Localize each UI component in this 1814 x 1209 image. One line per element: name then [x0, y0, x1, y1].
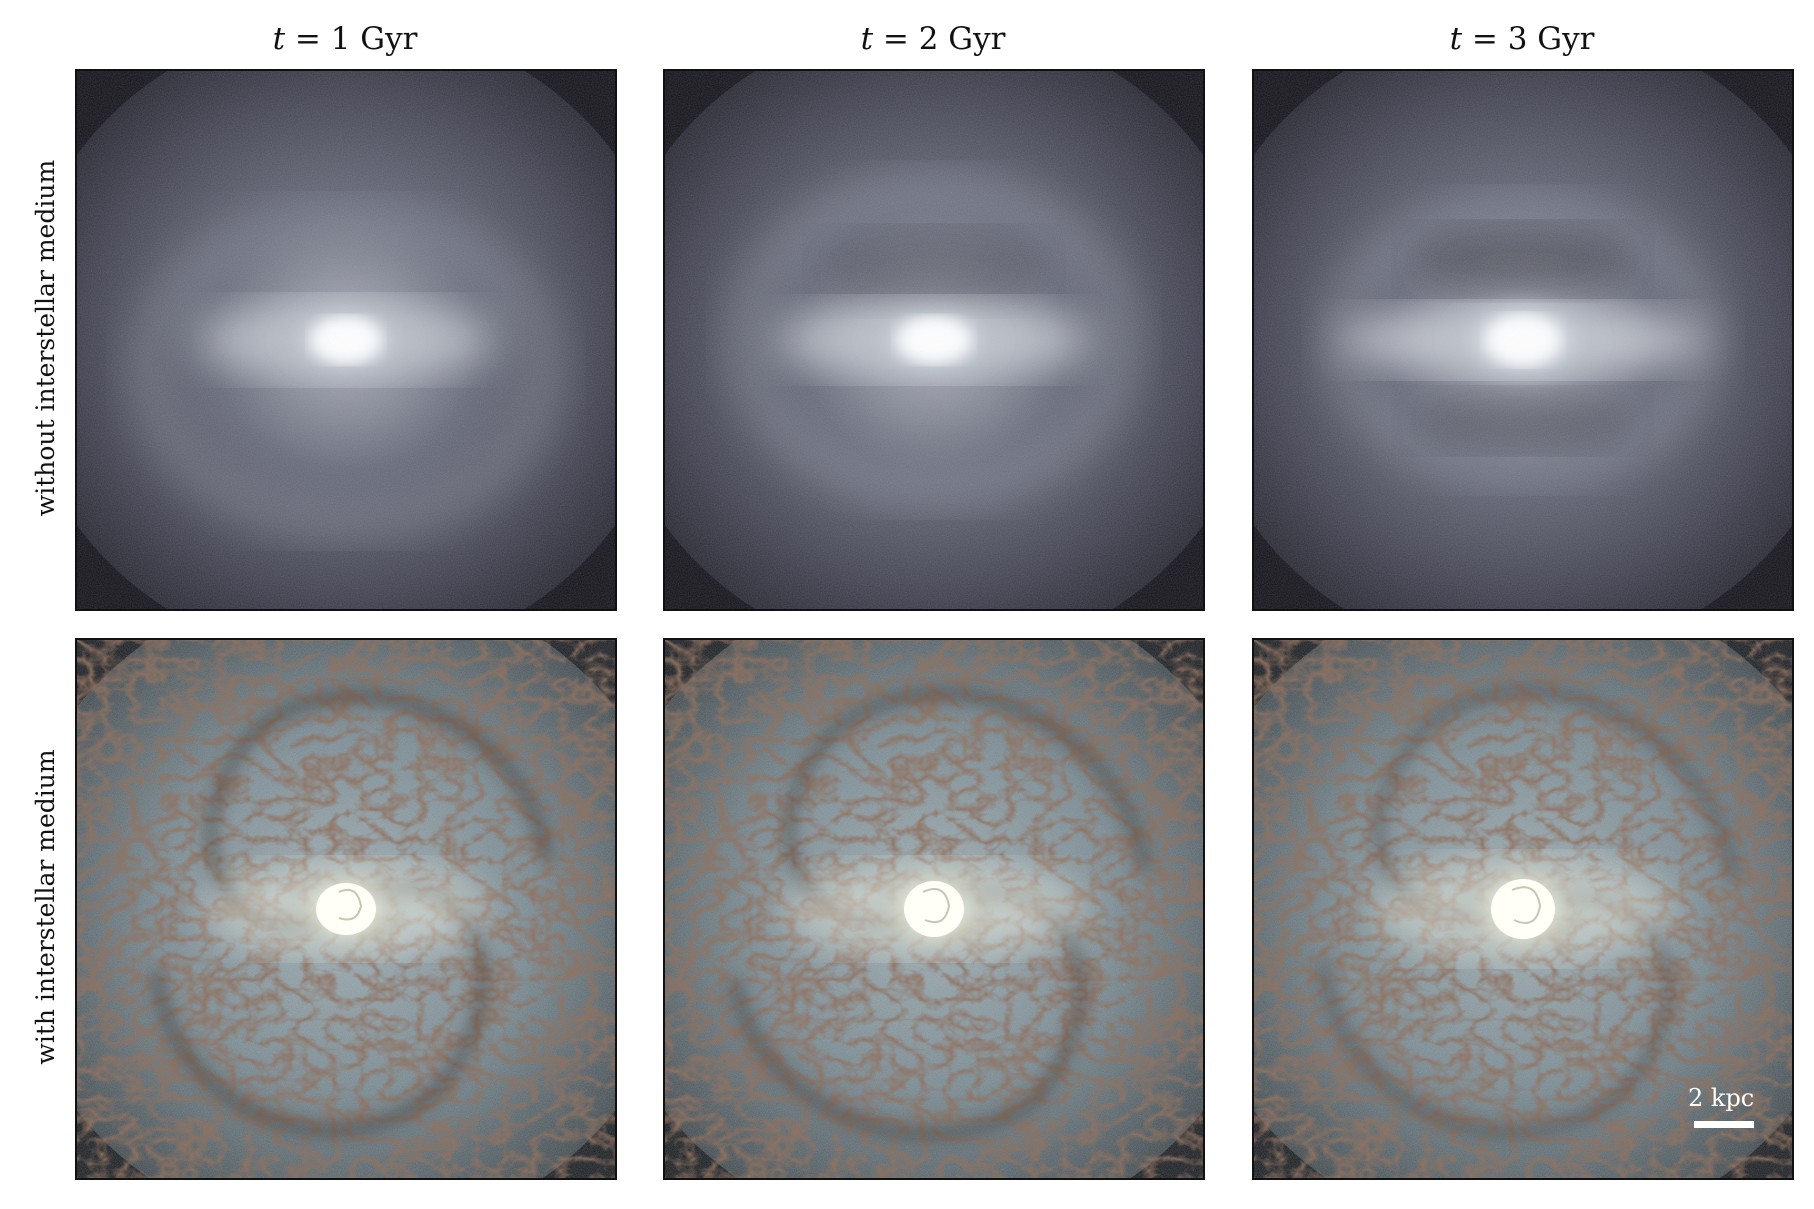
panel-without-ism-2gyr	[663, 69, 1205, 611]
time-symbol: t	[272, 21, 286, 57]
row-label-with-ism: with interstellar medium	[31, 749, 60, 1065]
galaxy-image	[665, 640, 1203, 1178]
panel-with-ism-3gyr: 2 kpc	[1252, 638, 1794, 1180]
scale-bar	[1694, 1121, 1754, 1128]
galaxy-image	[1254, 71, 1792, 609]
panel-with-ism-1gyr	[75, 638, 617, 1180]
time-value: = 1 Gyr	[285, 21, 418, 57]
galaxy-image	[77, 71, 615, 609]
time-value: = 3 Gyr	[1462, 21, 1595, 57]
panel-without-ism-1gyr	[75, 69, 617, 611]
galaxy-image	[77, 640, 615, 1178]
galaxy-image	[1254, 640, 1792, 1178]
time-value: = 2 Gyr	[873, 21, 1006, 57]
column-title-3gyr: t = 3 Gyr	[1252, 14, 1792, 64]
column-title-2gyr: t = 2 Gyr	[663, 14, 1203, 64]
column-title-1gyr: t = 1 Gyr	[75, 14, 615, 64]
time-symbol: t	[860, 21, 874, 57]
time-symbol: t	[1449, 21, 1463, 57]
panel-with-ism-2gyr	[663, 638, 1205, 1180]
galaxy-image	[665, 71, 1203, 609]
scale-bar-label: 2 kpc	[1688, 1084, 1755, 1112]
row-label-without-ism: without interstellar medium	[31, 159, 60, 517]
panel-without-ism-3gyr	[1252, 69, 1794, 611]
